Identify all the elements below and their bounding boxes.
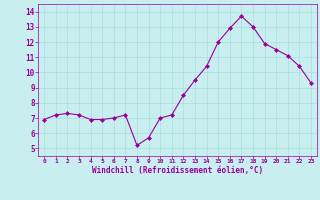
X-axis label: Windchill (Refroidissement éolien,°C): Windchill (Refroidissement éolien,°C) (92, 166, 263, 175)
